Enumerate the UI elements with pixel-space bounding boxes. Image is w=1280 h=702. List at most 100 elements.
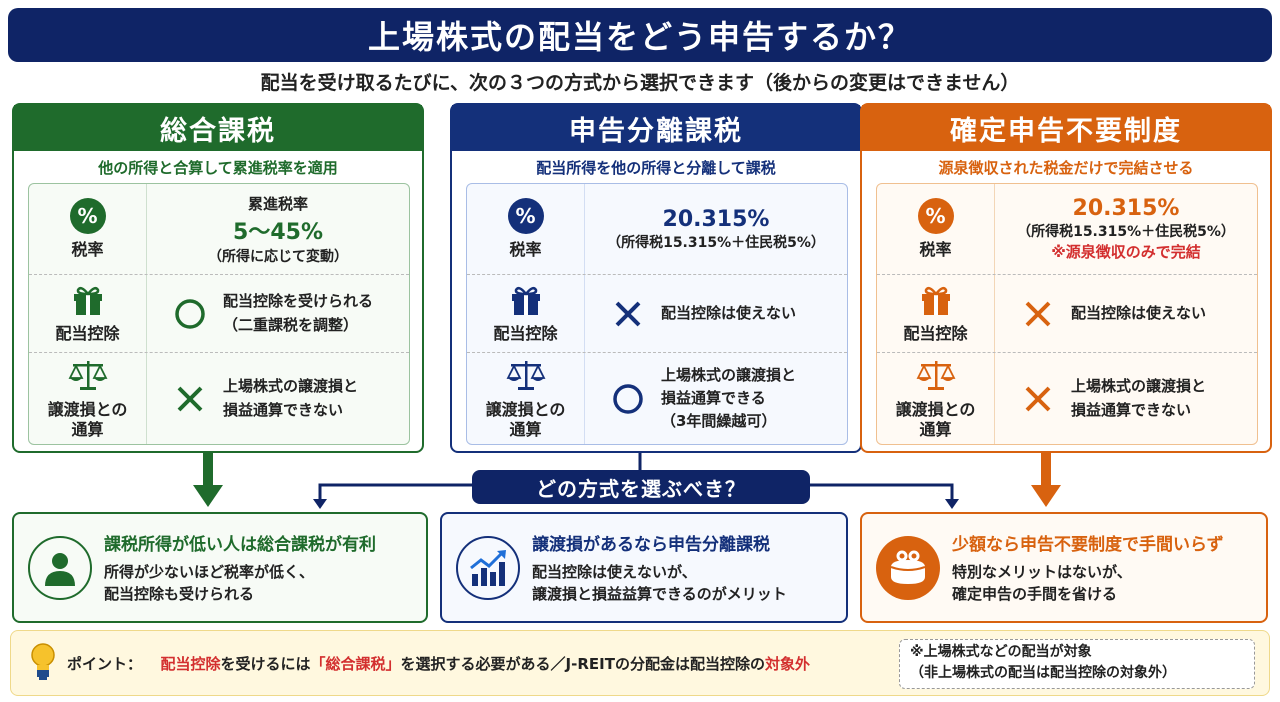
rate-title: 累進税率 (247, 194, 308, 213)
card-title: 譲渡損があるなら申告分離課税 (532, 534, 770, 555)
loss-text-line: （3年間繰越可） (661, 412, 777, 431)
loss-label: 譲渡損との (47, 400, 128, 420)
point-label: ポイント： (67, 654, 143, 673)
loss-text-line: 上場株式の譲渡損と (223, 377, 359, 396)
row-label: % 税率 (467, 184, 585, 274)
person-icon (28, 535, 92, 600)
column-header: 確定申告不要制度 (862, 105, 1270, 151)
rate-note: （所得に応じて変動） (208, 248, 348, 265)
card-bunri: 譲渡損があるなら申告分離課税 配当控除は使えないが、 譲渡損と損益益算できるのが… (440, 512, 848, 623)
rate-note: （所得税15.315%＋住民税5%） (607, 234, 825, 251)
deduction-value-cell: 配当控除を受けられる （二重課税を調整） (147, 275, 409, 352)
row-label: 譲渡損との 通算 (467, 353, 585, 444)
question-banner: どの方式を選ぶべき？ (472, 470, 810, 504)
flow-arrows (193, 453, 1061, 509)
card-fuyou: 少額なら申告不要制度で手間いらず 特別なメリットはないが、 確定申告の手間を省け… (860, 512, 1268, 623)
point-bar: ポイント： 配当控除を受けるには「総合課税」を選択する必要がある／J-REITの… (10, 630, 1270, 696)
page-subtitle: 配当を受け取るたびに、次の３つの方式から選択できます（後からの変更はできません） (260, 72, 1020, 94)
lightbulb-icon (29, 641, 57, 685)
row-loss-offset: 譲渡損との 通算 上場株式の譲渡損と 損益通算できない (877, 352, 1257, 444)
percent-icon: % (507, 198, 544, 235)
question-connector (313, 453, 959, 509)
gift-icon (509, 284, 543, 324)
point-note: ※上場株式などの配当が対象 （非上場株式の配当は配当控除の対象外） (899, 639, 1255, 689)
column-header: 総合課税 (14, 105, 422, 151)
page-title: 上場株式の配当をどう申告するか？ (367, 18, 912, 56)
chart-growth-icon (456, 535, 520, 600)
column-shinkoku-fuyou: 確定申告不要制度 源泉徴収された税金だけで完結させる % 税率 20.315% … (860, 103, 1272, 453)
deduction-value-cell: 配当控除は使えない (995, 275, 1257, 352)
comparison-table: % 税率 20.315% （所得税15.315%＋住民税5%） 配当控除 配 (466, 183, 848, 445)
row-dividend-deduction: 配当控除 配当控除は使えない (467, 274, 847, 352)
row-tax-rate: % 税率 累進税率 5～45% （所得に応じて変動） (29, 184, 409, 274)
rate-value: 20.315% (1072, 196, 1180, 221)
rate-value-cell: 累進税率 5～45% （所得に応じて変動） (147, 184, 409, 274)
row-dividend-deduction: 配当控除 配当控除は使えない (877, 274, 1257, 352)
column-tagline: 配当所得を他の所得と分離して課税 (536, 159, 776, 177)
circle-mark-icon (175, 298, 205, 329)
title-banner: 上場株式の配当をどう申告するか？ (8, 8, 1272, 62)
point-red-dividend-deduction: 配当控除 (160, 654, 221, 673)
column-header: 申告分離課税 (452, 105, 860, 151)
deduction-label: 配当控除 (903, 324, 968, 343)
point-text-1: を受けるには (220, 654, 311, 673)
comparison-table: % 税率 20.315% （所得税15.315%＋住民税5%） ※源泉徴収のみで… (876, 183, 1258, 445)
wallet-icon (876, 535, 940, 600)
cross-mark-icon (1025, 301, 1051, 326)
loss-label: 譲渡損との (895, 400, 976, 420)
deduction-text-line: 配当控除は使えない (661, 303, 797, 322)
loss-text-line: 損益通算できない (223, 400, 344, 419)
deduction-label: 配当控除 (493, 324, 558, 343)
row-label: 譲渡損との 通算 (29, 353, 147, 444)
point-note-line: （非上場株式の配当は配当控除の対象外） (910, 665, 1176, 681)
circle-mark-icon (613, 383, 643, 414)
deduction-text-line: （二重課税を調整） (223, 315, 359, 334)
card-line: 確定申告の手間を省ける (952, 585, 1118, 603)
loss-value-cell: 上場株式の譲渡損と 損益通算できない (147, 353, 409, 444)
loss-label: 通算 (509, 419, 542, 439)
point-note-line: ※上場株式などの配当が対象 (910, 644, 1092, 660)
gift-icon (71, 284, 105, 324)
card-line: 所得が少ないほど税率が低く、 (104, 562, 315, 581)
point-text: ポイント： 配当控除を受けるには「総合課税」を選択する必要がある／J-REITの… (67, 653, 810, 674)
deduction-value-cell: 配当控除は使えない (585, 275, 847, 352)
arrow-green (193, 453, 223, 507)
column-tagline: 他の所得と合算して累進税率を適用 (98, 159, 338, 177)
deduction-text-line: 配当控除は使えない (1071, 303, 1207, 322)
loss-text-line: 上場株式の譲渡損と (1071, 377, 1207, 396)
card-line: 特別なメリットはないが、 (952, 562, 1132, 581)
loss-label: 通算 (919, 419, 952, 439)
arrow-orange (1031, 453, 1061, 507)
deduction-text-line: 配当控除を受けられる (223, 292, 374, 311)
loss-value-cell: 上場株式の譲渡損と 損益通算できない (995, 353, 1257, 444)
row-label: 配当控除 (877, 275, 995, 352)
loss-label: 通算 (71, 419, 104, 439)
scale-icon (506, 358, 546, 400)
rate-note: （所得税15.315%＋住民税5%） (1017, 224, 1235, 240)
card-line: 配当控除は使えないが、 (532, 562, 697, 581)
card-title: 少額なら申告不要制度で手間いらず (952, 534, 1224, 555)
row-label: 譲渡損との 通算 (877, 353, 995, 444)
card-line: 譲渡損と損益益算できるのがメリット (532, 585, 787, 603)
row-label: % 税率 (29, 184, 147, 274)
percent-icon: % (69, 198, 106, 235)
rate-value-cell: 20.315% （所得税15.315%＋住民税5%） ※源泉徴収のみで完結 (995, 184, 1257, 274)
rate-value: 20.315% (662, 206, 770, 232)
gift-icon (919, 284, 953, 324)
rate-label: 税率 (71, 240, 104, 260)
scale-icon (916, 358, 956, 400)
comparison-table: % 税率 累進税率 5～45% （所得に応じて変動） 配当控除 配当控除を受け (28, 183, 410, 445)
row-tax-rate: % 税率 20.315% （所得税15.315%＋住民税5%） ※源泉徴収のみで… (877, 184, 1257, 274)
cross-mark-icon (177, 386, 203, 411)
loss-text-line: 上場株式の譲渡損と (661, 365, 797, 384)
cross-mark-icon (1025, 386, 1051, 411)
row-label: 配当控除 (467, 275, 585, 352)
loss-label: 譲渡損との (485, 400, 566, 420)
cross-mark-icon (615, 301, 641, 326)
deduction-label: 配当控除 (55, 324, 120, 343)
rate-label: 税率 (509, 240, 542, 260)
row-dividend-deduction: 配当控除 配当控除を受けられる （二重課税を調整） (29, 274, 409, 352)
column-sougou-kazei: 総合課税 他の所得と合算して累進税率を適用 % 税率 累進税率 5～45% （所… (12, 103, 424, 453)
point-red-sougou: 「総合課税」 (310, 654, 401, 673)
card-title: 課税所得が低い人は総合課税が有利 (104, 534, 376, 555)
